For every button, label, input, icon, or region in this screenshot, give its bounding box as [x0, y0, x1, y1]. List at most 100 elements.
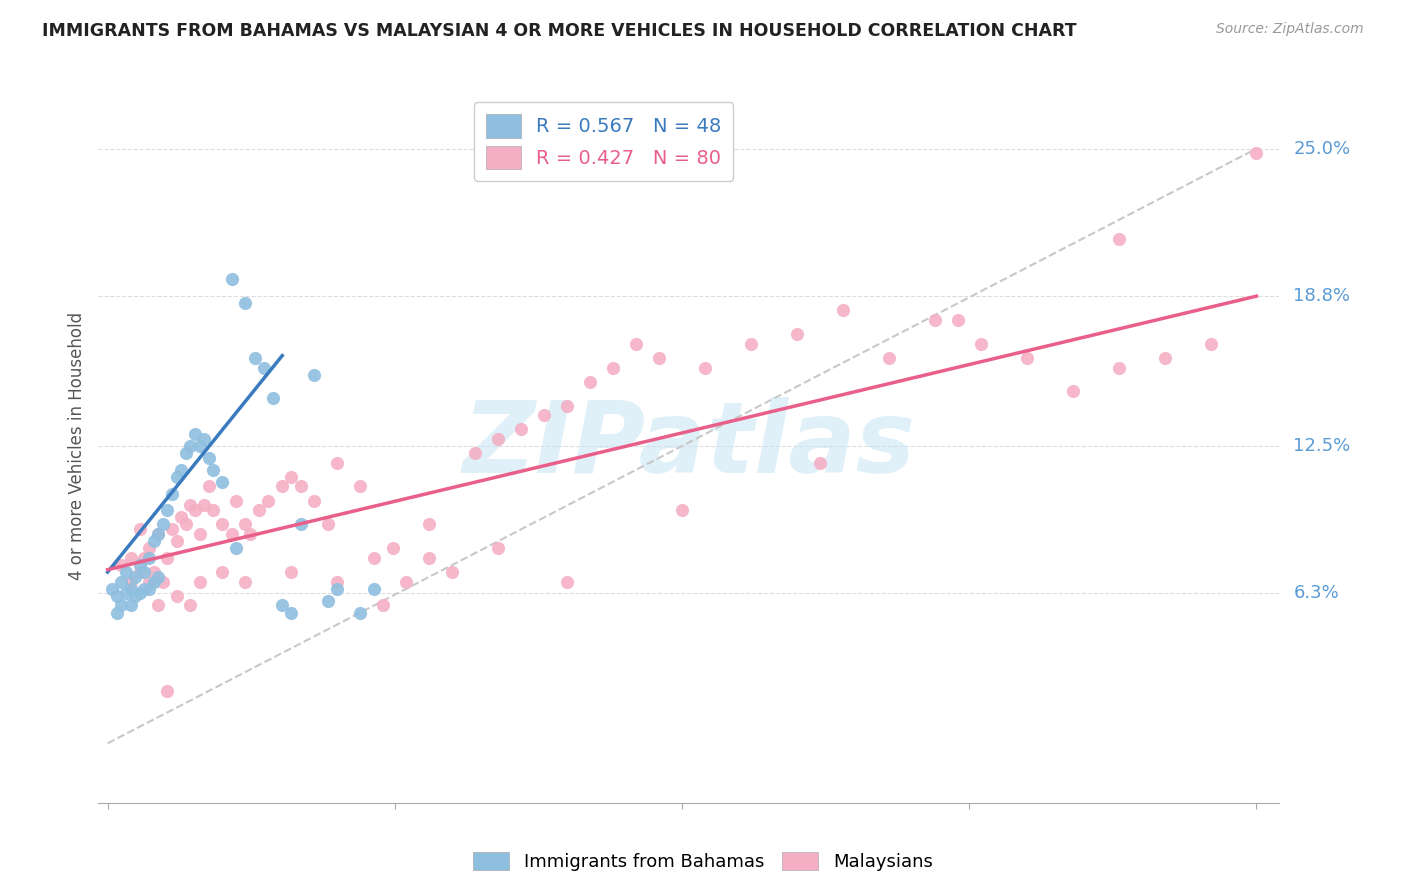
Point — [924, 313, 946, 327]
Point — [395, 574, 418, 589]
Point — [188, 439, 211, 453]
Point — [193, 499, 215, 513]
Point — [349, 479, 371, 493]
Point — [160, 522, 183, 536]
Point — [166, 534, 188, 549]
Point — [166, 589, 188, 603]
Point — [1062, 384, 1084, 399]
Point — [188, 574, 211, 589]
Point — [105, 589, 128, 603]
Point — [134, 582, 156, 596]
Point — [128, 586, 150, 600]
Point — [124, 589, 146, 603]
Text: 12.5%: 12.5% — [1294, 437, 1351, 455]
Point — [418, 517, 440, 532]
Text: 25.0%: 25.0% — [1294, 140, 1351, 158]
Point — [193, 432, 215, 446]
Point — [271, 479, 294, 493]
Point — [225, 541, 247, 556]
Point — [740, 336, 762, 351]
Point — [363, 550, 385, 565]
Point — [326, 582, 349, 596]
Point — [128, 558, 150, 572]
Point — [877, 351, 900, 365]
Point — [156, 503, 179, 517]
Point — [120, 599, 142, 613]
Point — [235, 574, 257, 589]
Text: 18.8%: 18.8% — [1294, 287, 1350, 305]
Point — [146, 527, 169, 541]
Point — [624, 336, 647, 351]
Point — [146, 570, 169, 584]
Point — [304, 368, 326, 382]
Point — [304, 493, 326, 508]
Point — [138, 550, 160, 565]
Point — [138, 541, 160, 556]
Point — [326, 574, 349, 589]
Point — [381, 541, 404, 556]
Point — [1199, 336, 1222, 351]
Point — [290, 479, 312, 493]
Point — [179, 499, 201, 513]
Point — [120, 550, 142, 565]
Point — [280, 565, 302, 579]
Point — [235, 517, 257, 532]
Point — [105, 606, 128, 620]
Point — [253, 360, 276, 375]
Point — [166, 470, 188, 484]
Point — [510, 422, 533, 436]
Text: IMMIGRANTS FROM BAHAMAS VS MALAYSIAN 4 OR MORE VEHICLES IN HOUSEHOLD CORRELATION: IMMIGRANTS FROM BAHAMAS VS MALAYSIAN 4 O… — [42, 22, 1077, 40]
Point — [128, 522, 150, 536]
Point — [134, 550, 156, 565]
Point — [280, 606, 302, 620]
Point — [128, 565, 150, 579]
Legend: R = 0.567   N = 48, R = 0.427   N = 80: R = 0.567 N = 48, R = 0.427 N = 80 — [474, 103, 734, 181]
Point — [257, 493, 280, 508]
Point — [211, 475, 233, 489]
Point — [184, 503, 207, 517]
Point — [316, 517, 339, 532]
Point — [184, 427, 207, 442]
Point — [115, 586, 138, 600]
Point — [225, 493, 247, 508]
Point — [174, 517, 197, 532]
Point — [115, 565, 138, 579]
Point — [648, 351, 671, 365]
Point — [316, 593, 339, 607]
Point — [579, 375, 602, 389]
Point — [235, 296, 257, 310]
Point — [239, 527, 262, 541]
Point — [464, 446, 486, 460]
Point — [211, 565, 233, 579]
Point — [349, 606, 371, 620]
Point — [970, 336, 993, 351]
Point — [373, 599, 395, 613]
Point — [946, 313, 969, 327]
Point — [1153, 351, 1175, 365]
Point — [146, 599, 169, 613]
Point — [197, 479, 219, 493]
Point — [441, 565, 464, 579]
Point — [555, 574, 578, 589]
Point — [786, 327, 808, 342]
Point — [326, 456, 349, 470]
Point — [808, 456, 831, 470]
Point — [146, 527, 169, 541]
Point — [671, 503, 693, 517]
Point — [170, 463, 193, 477]
Point — [142, 574, 165, 589]
Point — [142, 565, 165, 579]
Text: Source: ZipAtlas.com: Source: ZipAtlas.com — [1216, 22, 1364, 37]
Point — [110, 599, 132, 613]
Point — [280, 470, 302, 484]
Point — [211, 517, 233, 532]
Point — [533, 408, 555, 422]
Point — [179, 599, 201, 613]
Point — [152, 517, 174, 532]
Point — [170, 510, 193, 524]
Point — [202, 463, 225, 477]
Point — [120, 582, 142, 596]
Point — [555, 399, 578, 413]
Point — [110, 574, 132, 589]
Point — [197, 450, 219, 465]
